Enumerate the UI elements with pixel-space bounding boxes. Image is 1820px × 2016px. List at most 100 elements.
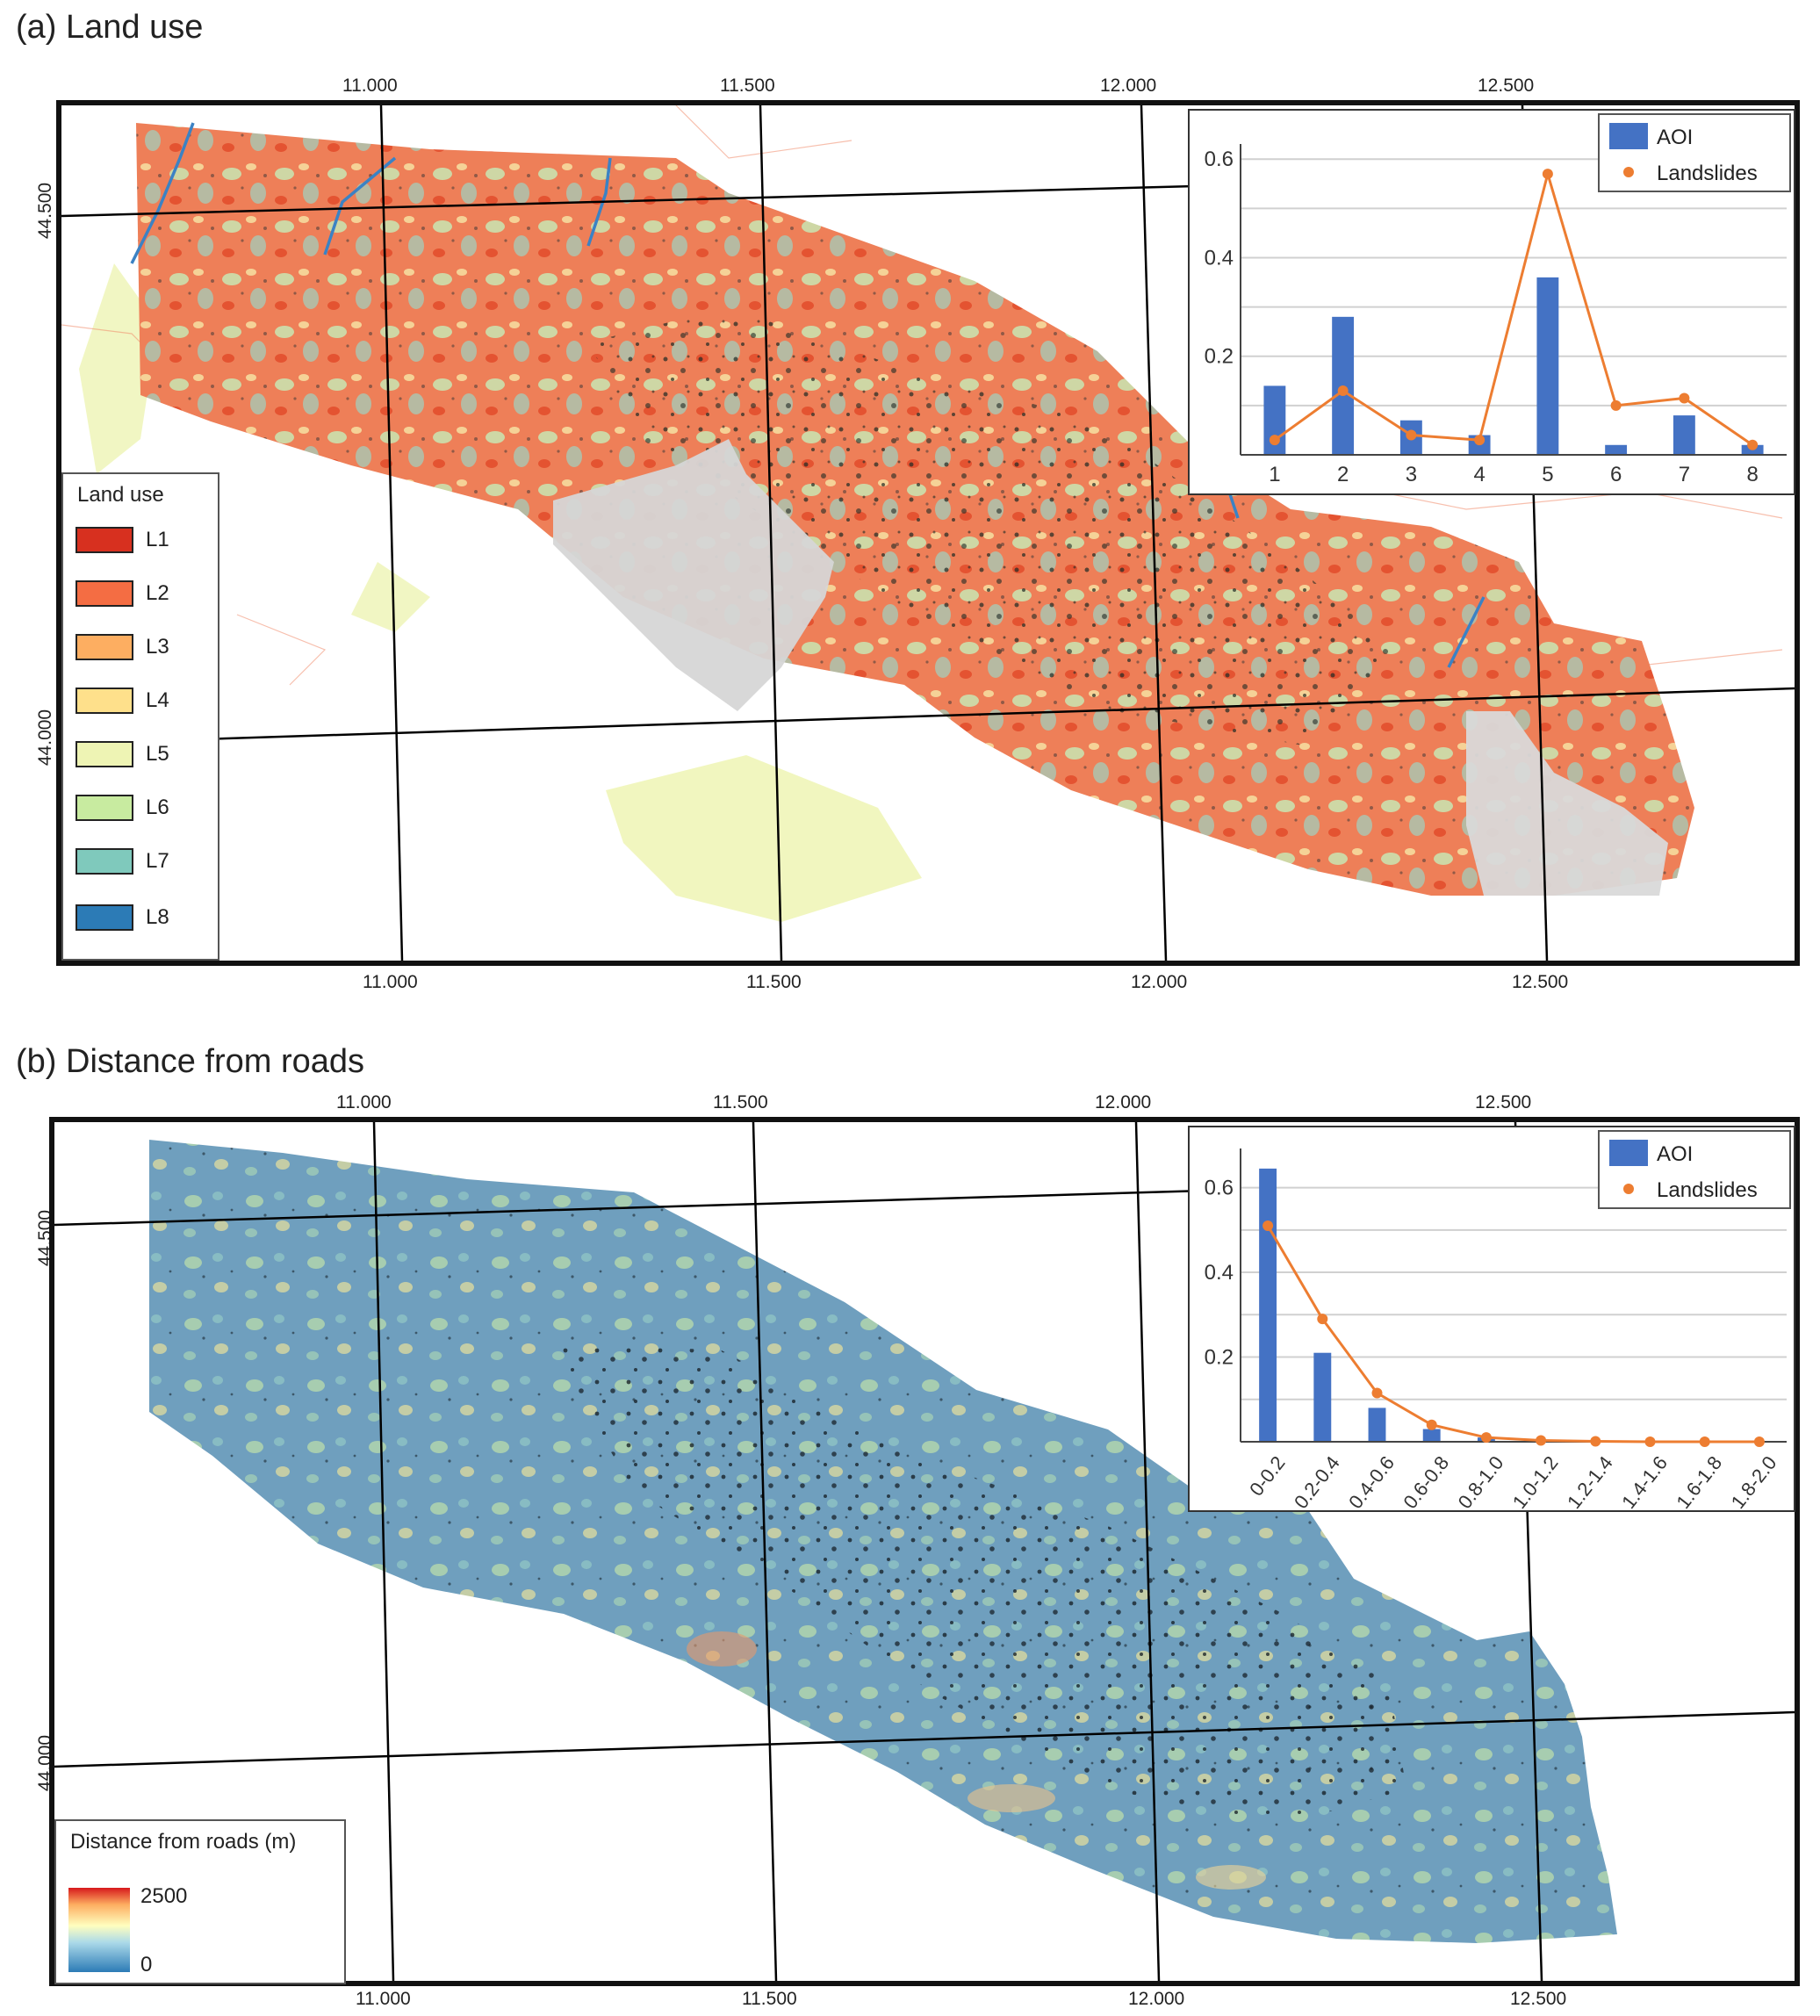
legend-title: Distance from roads (m) xyxy=(70,1830,297,1854)
point-landslides xyxy=(1679,392,1690,404)
point-landslides xyxy=(1590,1436,1601,1447)
lon-tick-bottom: 11.500 xyxy=(742,1989,797,2009)
x-tick-label: 1.2-1.4 xyxy=(1563,1452,1617,1510)
legend-min-label: 0 xyxy=(140,1953,153,1976)
legend-swatch xyxy=(76,904,133,931)
panel-a-title: (a) Land use xyxy=(16,9,204,46)
lon-tick-bottom: 11.500 xyxy=(746,972,802,992)
legend-item-l6: L6 xyxy=(76,793,169,823)
x-tick-label: 0.2-0.4 xyxy=(1290,1452,1344,1510)
point-landslides xyxy=(1269,435,1280,446)
lat-tick: 44.500 xyxy=(35,182,56,240)
point-landslides xyxy=(1262,1220,1274,1231)
y-tick-label: 0.6 xyxy=(1205,148,1234,171)
legend-item-l2: L2 xyxy=(76,579,169,608)
x-tick-label: 1.6-1.8 xyxy=(1672,1452,1726,1510)
land-use-inset-chart: 0.2 0.4 0.6 1 2 3 4 5 6 7 8 AOI Landslides xyxy=(1188,109,1795,495)
distance-chart-svg: 0.2 0.4 0.6 0-0.2 0.2-0.4 0.4-0.6 0.6-0.8 0.8-1… xyxy=(1205,1130,1791,1513)
legend-label: L8 xyxy=(146,905,169,929)
legend-item-l3: L3 xyxy=(76,632,169,662)
lon-tick-bottom: 12.000 xyxy=(1128,1989,1185,2009)
lon-tick-bottom: 12.000 xyxy=(1131,972,1188,992)
x-tick-label: 0.8-1.0 xyxy=(1454,1452,1508,1510)
legend-marker-landslides xyxy=(1623,167,1634,177)
land-use-chart-svg: 0.2 0.4 0.6 1 2 3 4 5 6 7 8 AOI Landslides xyxy=(1205,113,1791,486)
x-tick-label: 4 xyxy=(1473,463,1485,486)
legend-label: L4 xyxy=(146,688,169,712)
lon-tick-top: 11.500 xyxy=(713,1092,768,1112)
legend-swatch xyxy=(76,527,133,553)
point-landslides xyxy=(1480,1432,1492,1444)
point-landslides xyxy=(1747,439,1759,450)
lon-tick-bottom: 11.000 xyxy=(363,972,418,992)
legend-max-label: 2500 xyxy=(140,1884,188,1908)
lon-tick-top: 12.500 xyxy=(1478,76,1535,96)
distance-inset-chart: 0.2 0.4 0.6 0-0.2 0.2-0.4 0.4-0.6 0.6-0.8 0.8-1… xyxy=(1188,1126,1795,1513)
lat-tick: 44.000 xyxy=(35,709,56,767)
lon-tick-top: 12.500 xyxy=(1475,1092,1532,1112)
legend-swatch xyxy=(76,741,133,767)
lon-tick-top: 11.500 xyxy=(720,76,775,96)
bar-aoi xyxy=(1313,1352,1332,1442)
x-tick-label: 1 xyxy=(1269,463,1280,486)
point-landslides xyxy=(1426,1419,1437,1430)
legend-swatch xyxy=(76,580,133,607)
x-tick-label: 0.4-0.6 xyxy=(1344,1452,1399,1510)
point-landslides xyxy=(1371,1387,1383,1399)
bar-aoi xyxy=(1368,1408,1386,1442)
y-tick-label: 0.2 xyxy=(1205,345,1234,369)
x-tick-label: 6 xyxy=(1610,463,1622,486)
x-tick-label: 1.4-1.6 xyxy=(1617,1452,1672,1510)
land-use-map-canvas xyxy=(61,105,1795,961)
y-tick-label: 0.4 xyxy=(1205,246,1234,270)
point-landslides xyxy=(1474,435,1485,446)
x-tick-label: 1.8-2.0 xyxy=(1727,1452,1781,1510)
point-landslides xyxy=(1406,429,1417,441)
x-tick-label: 7 xyxy=(1679,463,1690,486)
point-landslides xyxy=(1337,385,1349,397)
line-landslides xyxy=(1266,1225,1759,1444)
legend-item-l1: L1 xyxy=(76,525,169,555)
panel-b-title: (b) Distance from roads xyxy=(16,1043,365,1080)
legend-label: L6 xyxy=(146,796,169,819)
lon-tick-top: 11.000 xyxy=(342,76,398,96)
legend-label-landslides: Landslides xyxy=(1657,1178,1758,1202)
point-landslides xyxy=(1610,400,1622,411)
legend-label: L1 xyxy=(146,528,169,551)
legend-label-aoi: AOI xyxy=(1657,126,1693,149)
lon-tick-bottom: 11.000 xyxy=(356,1989,411,2009)
x-tick-label: 0-0.2 xyxy=(1245,1452,1290,1501)
color-ramp xyxy=(68,1888,130,1972)
legend-swatch xyxy=(76,634,133,660)
x-tick-label: 0.6-0.8 xyxy=(1399,1452,1453,1510)
point-landslides xyxy=(1542,169,1553,180)
y-tick-label: 0.6 xyxy=(1205,1177,1234,1200)
line-landslides xyxy=(1273,169,1753,447)
legend-item-l8: L8 xyxy=(76,903,169,932)
distance-legend: Distance from roads (m) 2500 0 xyxy=(54,1819,346,1984)
land-use-legend: Land use L1 L2 L3 L4 L5 L6 L7 L8 xyxy=(61,472,219,961)
point-landslides xyxy=(1644,1436,1656,1447)
legend-label-landslides: Landslides xyxy=(1657,162,1758,185)
legend-swatch xyxy=(76,795,133,821)
y-tick-label: 0.2 xyxy=(1205,1346,1234,1370)
lon-tick-top: 12.000 xyxy=(1095,1092,1152,1112)
legend-title: Land use xyxy=(77,483,164,507)
legend-item-l4: L4 xyxy=(76,686,169,716)
legend-swatch-aoi xyxy=(1609,123,1648,149)
legend-item-l7: L7 xyxy=(76,846,169,876)
y-tick-label: 0.4 xyxy=(1205,1261,1234,1285)
bar-aoi xyxy=(1536,277,1559,455)
legend-label: L5 xyxy=(146,742,169,766)
point-landslides xyxy=(1699,1436,1710,1447)
legend-item-l5: L5 xyxy=(76,739,169,769)
bar-aoi xyxy=(1673,415,1695,455)
legend-swatch-aoi xyxy=(1609,1140,1648,1166)
legend-label: L7 xyxy=(146,849,169,873)
legend-label: L2 xyxy=(146,581,169,605)
distance-roads-map-canvas xyxy=(54,1122,1795,1981)
lon-tick-bottom: 12.500 xyxy=(1512,972,1569,992)
x-tick-label: 8 xyxy=(1746,463,1758,486)
bar-aoi xyxy=(1605,444,1628,455)
point-landslides xyxy=(1317,1314,1328,1325)
